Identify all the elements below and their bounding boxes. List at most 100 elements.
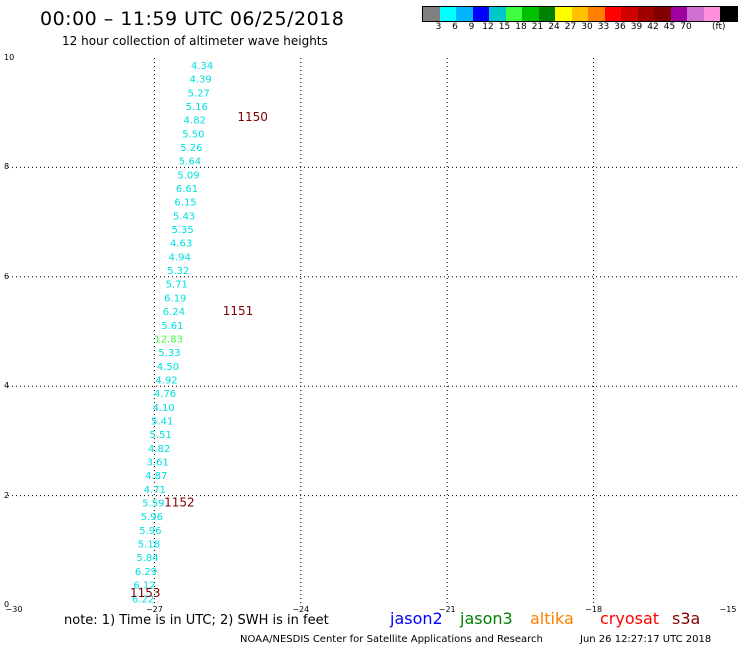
- wave-height-label: 5.84: [136, 553, 158, 564]
- color-scale-unit: (ft): [712, 22, 726, 32]
- x-tick-label: −27: [145, 605, 163, 614]
- legend-satellite-jason3: jason3: [460, 609, 513, 628]
- map-plot-area: 4.34 4.39 5.27 5.16 4.82 5.50 5.26 5.64 5.09 6.61…: [8, 58, 740, 605]
- wave-height-label: 5.71: [166, 280, 188, 291]
- wave-height-label: 5.33: [158, 348, 180, 359]
- wave-height-label: 5.26: [180, 143, 202, 154]
- color-swatch: [472, 7, 489, 21]
- color-scale-bar: [422, 6, 738, 22]
- wave-height-label: 5.32: [167, 266, 189, 277]
- pass-time-label: 1153: [130, 586, 161, 600]
- map-subtitle: 12 hour collection of altimeter wave hei…: [62, 34, 328, 48]
- wave-height-label: 6.24: [163, 307, 185, 318]
- legend-note: note: 1) Time is in UTC; 2) SWH is in fe…: [64, 613, 329, 628]
- wave-height-label: 6.19: [164, 293, 186, 304]
- y-tick-label: 8: [4, 162, 10, 172]
- pass-time-label: 1152: [164, 496, 195, 510]
- legend-satellite-s3a: s3a: [672, 609, 701, 628]
- legend-satellite-cryosat: cryosat: [600, 609, 660, 628]
- color-swatch: [637, 7, 654, 21]
- color-scale-label: 70: [680, 22, 692, 32]
- color-swatch: [703, 7, 720, 21]
- color-swatch: [423, 7, 440, 21]
- wave-height-label: 5.35: [171, 225, 193, 236]
- wave-height-label: 5.51: [150, 430, 172, 441]
- color-scale-label: 42: [647, 22, 659, 32]
- color-swatch: [456, 7, 473, 21]
- footer-source: NOAA/NESDIS Center for Satellite Applica…: [240, 634, 543, 645]
- map-title: 00:00 – 11:59 UTC 06/25/2018: [40, 8, 345, 30]
- x-tick-label: −21: [438, 605, 456, 614]
- wave-height-label: 5.43: [173, 211, 195, 222]
- wave-height-label: 4.94: [169, 252, 191, 263]
- color-scale-label: 30: [581, 22, 593, 32]
- wave-height-label: 6.29: [135, 567, 157, 578]
- x-tick-label: −15: [719, 605, 737, 614]
- color-scale-label: 45: [663, 22, 676, 32]
- color-swatch: [720, 7, 737, 21]
- color-scale-label: 39: [630, 22, 643, 32]
- wave-height-label: 5.96: [141, 512, 163, 523]
- color-swatch: [604, 7, 621, 21]
- color-scale-label: 6: [452, 22, 458, 32]
- color-scale-label: 21: [531, 22, 544, 32]
- color-scale-label: 27: [564, 22, 577, 32]
- color-scale-label: 15: [498, 22, 511, 32]
- color-scale-label: 18: [515, 22, 527, 32]
- x-tick-label: −18: [585, 605, 603, 614]
- y-tick-label: 10: [4, 53, 15, 62]
- x-tick-label: −30: [5, 605, 23, 614]
- wave-height-label: 5.50: [182, 129, 204, 140]
- color-swatch: [439, 7, 456, 21]
- color-swatch: [538, 7, 555, 21]
- color-swatch: [621, 7, 638, 21]
- color-swatch: [489, 7, 506, 21]
- y-tick-label: 4: [4, 381, 10, 391]
- color-scale-label: 12: [482, 22, 494, 32]
- color-scale-label: 24: [548, 22, 560, 32]
- color-swatch: [670, 7, 687, 21]
- wave-height-label: 5.61: [161, 321, 183, 332]
- x-tick-label: −24: [292, 605, 310, 614]
- pass-time-label: 1150: [237, 110, 268, 124]
- color-scale-label: 3: [435, 22, 442, 32]
- color-swatch: [571, 7, 588, 21]
- color-swatch: [588, 7, 605, 21]
- color-swatch: [687, 7, 704, 21]
- color-swatch: [555, 7, 572, 21]
- color-scale-label: 9: [468, 22, 475, 32]
- wave-height-label: 4.82: [148, 444, 170, 455]
- wave-height-label: 6.61: [176, 184, 198, 195]
- wave-height-label: 5.18: [138, 540, 160, 551]
- wave-height-label: 4.76: [154, 389, 176, 400]
- color-scale-label: 36: [614, 22, 626, 32]
- wave-height-label: 4.63: [170, 239, 192, 250]
- wave-height-label: 4.34: [191, 61, 213, 72]
- wave-height-label: 5.27: [188, 88, 210, 99]
- wave-height-label: 4.82: [184, 116, 206, 127]
- wave-height-label: 5.64: [179, 157, 201, 168]
- pass-time-label: 1151: [223, 304, 254, 318]
- wave-height-label: 6.15: [174, 198, 196, 209]
- wave-height-label: 5.16: [186, 102, 208, 113]
- color-swatch: [654, 7, 671, 21]
- wave-height-label: 4.10: [152, 403, 174, 414]
- y-tick-label: 6: [4, 271, 10, 281]
- y-tick-label: 2: [4, 490, 10, 500]
- wave-height-label: 4.71: [144, 485, 166, 496]
- legend-satellite-jason2: jason2: [390, 609, 443, 628]
- legend-satellite-altika: altika: [530, 609, 574, 628]
- wave-height-label: 6.12: [133, 581, 155, 592]
- wave-height-label: 12.83: [154, 334, 183, 345]
- wave-height-label: 6.22: [132, 594, 154, 605]
- wave-height-label: 5.41: [151, 416, 173, 427]
- footer-timestamp: Jun 26 12:27:17 UTC 2018: [580, 634, 712, 645]
- y-tick-label: 0: [4, 600, 10, 609]
- wave-height-label: 4.87: [145, 471, 167, 482]
- wave-height-label: 5.09: [177, 170, 199, 181]
- wave-height-label: 4.39: [190, 75, 212, 86]
- wave-height-label: 5.96: [139, 526, 161, 537]
- wave-height-label: 4.50: [157, 362, 179, 373]
- wave-height-label: 5.59: [142, 499, 164, 510]
